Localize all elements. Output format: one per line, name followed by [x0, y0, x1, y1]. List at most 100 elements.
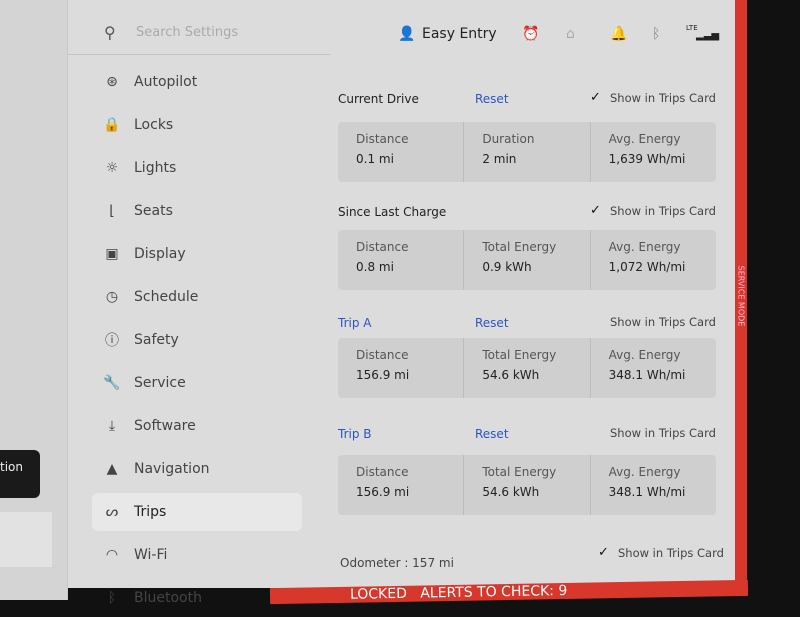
stat-label: Duration — [482, 132, 535, 146]
light-icon: ☼ — [105, 160, 119, 176]
section-title[interactable]: Trip A — [338, 316, 372, 330]
wifi-icon: ◠ — [105, 547, 119, 563]
steering-wheel-icon: ⊛ — [106, 74, 118, 90]
sidebar-item-label: Navigation — [134, 461, 210, 477]
sidebar-item-lights[interactable]: ☼ Lights — [92, 149, 302, 187]
stat-cell: Distance 0.1 mi — [338, 122, 465, 182]
search-input[interactable]: ⚲ Search Settings — [68, 10, 330, 55]
show-in-trips-card-checkbox[interactable]: Show in Trips Card — [590, 426, 716, 440]
checkmark-icon: ✓ — [590, 90, 601, 105]
sidebar-item-label: Display — [134, 246, 186, 262]
alerts-text: ALERTS TO CHECK: 9 — [420, 582, 568, 602]
settings-screen: tion ⚲ Search Settings ⊛ Autopilot 🔒 Locks ☼… — [0, 0, 735, 606]
stat-label: Distance — [356, 465, 409, 479]
stat-label: Avg. Energy — [608, 132, 681, 146]
checkbox-icon — [590, 315, 604, 329]
left-panel: tion — [0, 0, 68, 600]
alarm-icon[interactable]: ⏰ — [522, 26, 540, 42]
left-card — [0, 512, 52, 567]
reset-button[interactable]: Reset — [475, 92, 509, 106]
odometer-show-checkbox[interactable]: ✓ Show in Trips Card — [598, 545, 724, 561]
schedule-icon: ◷ — [105, 289, 119, 305]
section-title[interactable]: Trip B — [338, 427, 372, 441]
checkmark-icon: ✓ — [598, 545, 609, 560]
profile-icon[interactable]: 👤 — [398, 26, 416, 42]
stat-cell: Avg. Energy 1,072 Wh/mi — [591, 230, 716, 290]
sidebar-item-label: Seats — [134, 203, 173, 219]
service-mode-frame — [735, 0, 747, 590]
stat-value: 1,639 Wh/mi — [608, 152, 686, 166]
stat-label: Total Energy — [482, 240, 557, 254]
bluetooth-icon[interactable]: ᛒ — [652, 26, 661, 42]
stat-value: 0.9 kWh — [482, 260, 532, 274]
section-title: Current Drive — [338, 92, 419, 106]
stat-value: 0.8 mi — [356, 260, 394, 274]
lte-label: LTE — [686, 24, 698, 32]
sidebar-item-software[interactable]: ⤓ Software — [92, 407, 302, 445]
trips-panel: 👤 Easy Entry ⏰ ⌂ 🔔 ᛒ LTE ▂▃▅ Current Dri… — [330, 0, 735, 588]
reset-button[interactable]: Reset — [475, 427, 509, 441]
safety-icon: ⓘ — [105, 333, 119, 349]
seat-icon: ⌊ — [109, 203, 115, 219]
sidebar-item-safety[interactable]: ⓘ Safety — [92, 321, 302, 359]
stat-label: Avg. Energy — [608, 348, 681, 362]
service-mode-label: SERVICE MODE — [736, 265, 746, 327]
sidebar-item-schedule[interactable]: ◷ Schedule — [92, 278, 302, 316]
download-icon: ⤓ — [108, 418, 116, 434]
sidebar-item-display[interactable]: ▣ Display — [92, 235, 302, 273]
sidebar-item-seats[interactable]: ⌊ Seats — [92, 192, 302, 230]
stat-value: 348.1 Wh/mi — [608, 368, 686, 382]
section-title: Since Last Charge — [338, 205, 447, 219]
stat-cell: Distance 0.8 mi — [338, 230, 465, 290]
sidebar-item-label: Software — [134, 418, 196, 434]
stat-cell: Avg. Energy 348.1 Wh/mi — [591, 338, 716, 398]
trip-stats-card: Distance 156.9 mi Total Energy 54.6 kWh Avg.… — [338, 338, 716, 398]
profile-name[interactable]: Easy Entry — [422, 26, 497, 42]
status-bar: 👤 Easy Entry ⏰ ⌂ 🔔 ᛒ LTE ▂▃▅ — [330, 22, 735, 52]
display-icon: ▣ — [105, 246, 119, 262]
bluetooth-icon: ᛒ — [107, 590, 117, 606]
homelink-icon[interactable]: ⌂ — [566, 26, 575, 42]
stat-label: Distance — [356, 240, 409, 254]
bell-icon[interactable]: 🔔 — [610, 26, 628, 42]
stat-label: Total Energy — [482, 465, 557, 479]
stat-label: Avg. Energy — [608, 465, 681, 479]
sidebar-item-label: Safety — [134, 332, 179, 348]
search-icon: ⚲ — [104, 22, 116, 42]
stat-label: Distance — [356, 348, 409, 362]
checkbox-icon — [590, 426, 604, 440]
sidebar-item-autopilot[interactable]: ⊛ Autopilot — [92, 63, 302, 101]
stat-cell: Distance 156.9 mi — [338, 455, 465, 515]
lock-icon: 🔒 — [103, 117, 121, 133]
sidebar-item-locks[interactable]: 🔒 Locks — [92, 106, 302, 144]
sidebar-item-service[interactable]: 🔧 Service — [92, 364, 302, 402]
checkmark-icon: ✓ — [590, 203, 601, 218]
stat-value: 156.9 mi — [356, 485, 410, 499]
sidebar-item-label: Service — [134, 375, 186, 391]
button-label: tion — [0, 460, 23, 474]
sidebar-item-label: Wi-Fi — [134, 547, 168, 563]
stat-cell: Avg. Energy 1,639 Wh/mi — [591, 122, 716, 182]
search-placeholder: Search Settings — [136, 24, 239, 40]
sidebar-item-label: Lights — [134, 160, 177, 176]
stat-cell: Total Energy 0.9 kWh — [464, 230, 591, 290]
sidebar-item-label: Trips — [134, 504, 167, 520]
stat-value: 54.6 kWh — [482, 485, 540, 499]
reset-button[interactable]: Reset — [475, 316, 509, 330]
sidebar-item-label: Schedule — [134, 289, 199, 305]
show-in-trips-card-checkbox[interactable]: Show in Trips Card — [590, 315, 716, 329]
stat-value: 1,072 Wh/mi — [608, 260, 686, 274]
sidebar-item-navigation[interactable]: ▲ Navigation — [92, 450, 302, 488]
stat-cell: Total Energy 54.6 kWh — [464, 338, 591, 398]
sidebar-item-trips[interactable]: ᔕ Trips — [92, 493, 302, 531]
stat-value: 2 min — [482, 152, 517, 166]
locked-text: LOCKED — [349, 585, 408, 603]
navigation-button[interactable]: tion — [0, 450, 40, 498]
navigation-icon: ▲ — [106, 461, 118, 477]
sidebar-item-label: Bluetooth — [134, 590, 202, 606]
sidebar-item-wifi[interactable]: ◠ Wi-Fi — [92, 536, 302, 574]
show-in-trips-card-checkbox[interactable]: ✓ Show in Trips Card — [590, 203, 716, 219]
stat-value: 348.1 Wh/mi — [608, 485, 686, 499]
stat-label: Avg. Energy — [608, 240, 681, 254]
show-in-trips-card-checkbox[interactable]: ✓ Show in Trips Card — [590, 90, 716, 106]
